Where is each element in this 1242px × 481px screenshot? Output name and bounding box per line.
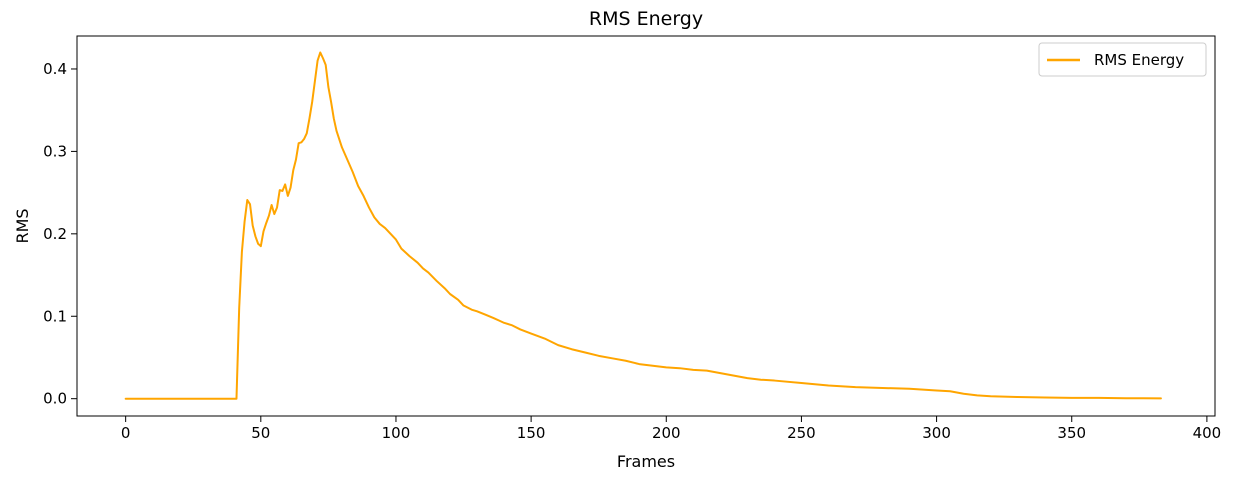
x-tick-label: 50	[251, 424, 270, 442]
series-line-rms-energy	[124, 51, 1162, 400]
x-tick-label: 400	[1193, 424, 1222, 442]
axes-frame	[76, 35, 1216, 417]
y-tick-label: 0.2	[43, 225, 67, 243]
x-tick-label: 200	[652, 424, 681, 442]
y-tick-label: 0.0	[43, 390, 67, 408]
x-tick-label: 250	[787, 424, 816, 442]
y-tick-label: 0.1	[43, 307, 67, 325]
chart-title: RMS Energy	[589, 8, 703, 30]
x-tick-label: 100	[382, 424, 411, 442]
x-tick-label: 0	[121, 424, 131, 442]
legend-box	[1038, 42, 1207, 77]
axis-ticks: 0 50 100 150 200 250 300 350 400 0.0 0.1 0.2 0.3 0.4	[43, 60, 1221, 442]
legend-label-rms-energy: RMS Energy	[1094, 51, 1184, 69]
x-tick-label: 300	[922, 424, 951, 442]
y-tick-label: 0.4	[43, 60, 67, 78]
y-tick-label: 0.3	[43, 142, 67, 160]
y-axis-label: RMS	[13, 208, 32, 243]
x-tick-label: 150	[517, 424, 546, 442]
plot-area	[124, 51, 1162, 400]
legend: RMS Energy	[1038, 42, 1207, 77]
x-tick-label: 350	[1057, 424, 1086, 442]
x-axis-label: Frames	[617, 452, 675, 471]
